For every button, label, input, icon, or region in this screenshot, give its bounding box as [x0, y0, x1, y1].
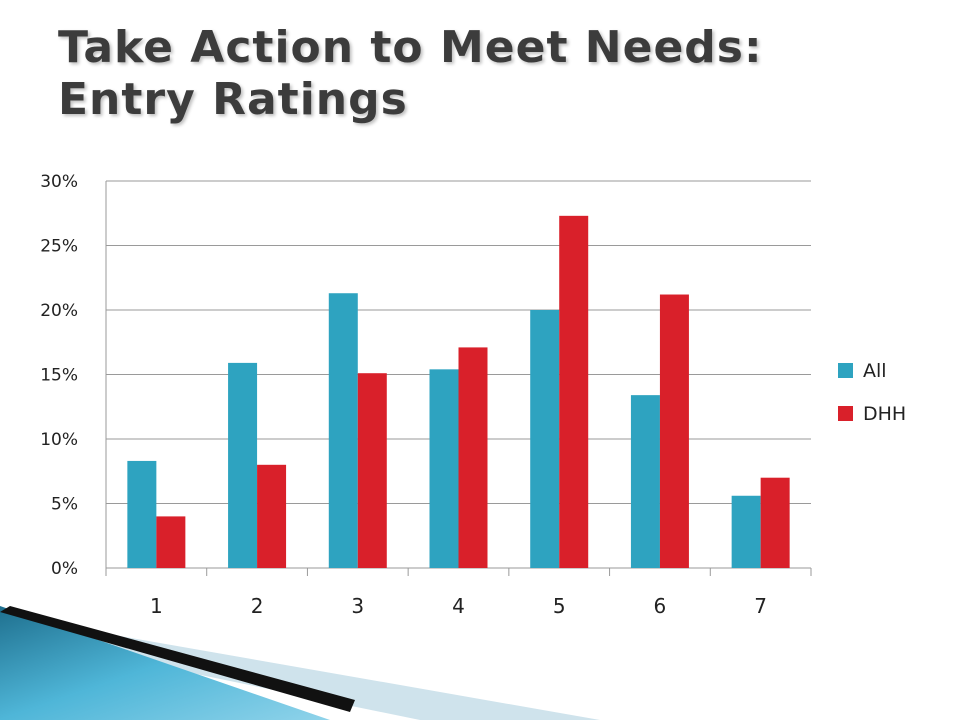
bar-dhh: [659, 294, 689, 568]
bar-all: [630, 395, 660, 568]
bar-dhh: [357, 373, 387, 568]
bar-dhh: [760, 477, 790, 568]
legend-label-dhh: DHH: [863, 403, 906, 425]
slide-title-line-1: Take Action to Meet Needs:: [58, 22, 763, 73]
bar-dhh: [458, 347, 488, 568]
y-tick-label: 20%: [40, 301, 78, 321]
bar-all: [328, 293, 358, 568]
y-tick-label: 10%: [40, 430, 78, 450]
x-tick-label: 3: [351, 594, 364, 618]
slide-title-line-2: Entry Ratings: [58, 74, 408, 125]
bar-dhh: [156, 516, 186, 568]
swoosh-dark-line: [0, 606, 355, 712]
slide-title: Take Action to Meet Needs: Entry Ratings: [58, 22, 918, 126]
swoosh-light-band: [30, 622, 600, 720]
x-tick-label: 7: [754, 594, 767, 618]
x-tick-label: 4: [452, 594, 465, 618]
bar-all: [127, 460, 157, 568]
y-tick-label: 25%: [40, 237, 78, 257]
y-tick-label: 30%: [40, 172, 78, 192]
bar-all: [731, 495, 761, 568]
y-tick-label: 15%: [40, 366, 78, 386]
x-tick-label: 6: [654, 594, 667, 618]
x-tick-label: 5: [553, 594, 566, 618]
bar-all: [228, 362, 258, 568]
bar-dhh: [559, 215, 589, 568]
x-tick-label: 2: [251, 594, 264, 618]
legend-label-all: All: [863, 360, 887, 382]
bar-dhh: [257, 464, 287, 568]
y-tick-label: 0%: [51, 559, 78, 579]
legend-swatch-all: [838, 363, 853, 378]
bar-all: [429, 369, 459, 568]
x-tick-label: 1: [150, 594, 163, 618]
bar-all: [530, 310, 560, 568]
y-tick-label: 5%: [51, 495, 78, 515]
legend-swatch-dhh: [838, 406, 853, 421]
